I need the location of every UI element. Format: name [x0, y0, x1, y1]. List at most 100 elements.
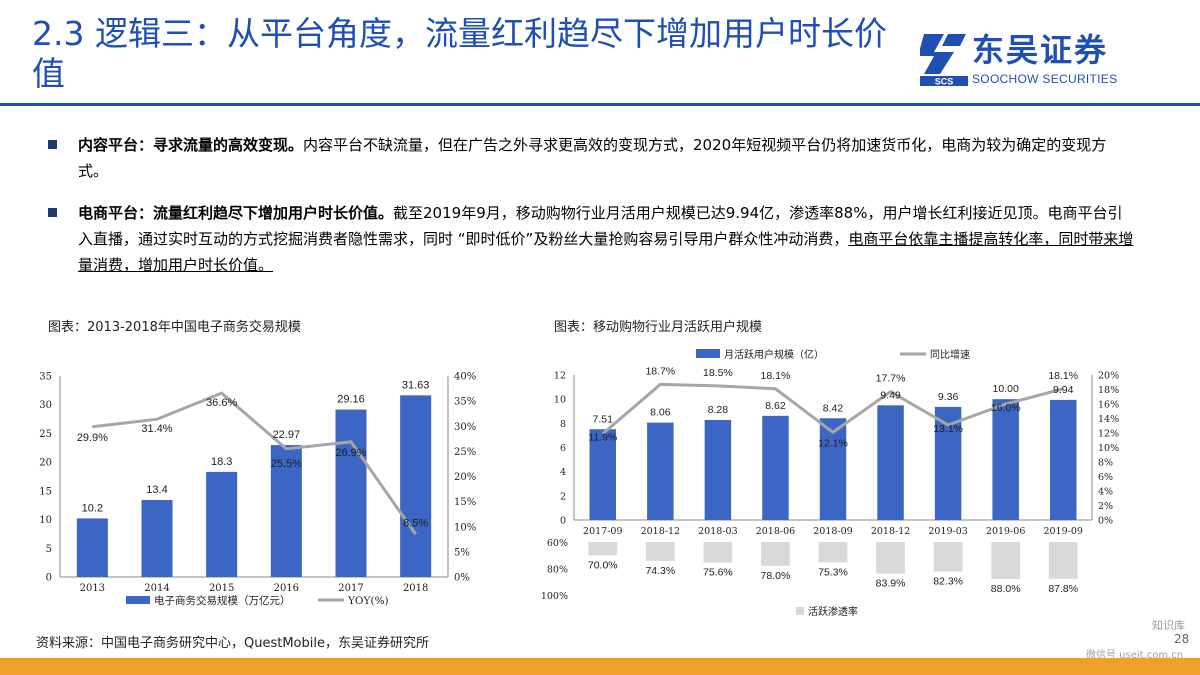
penetration-bar	[703, 542, 733, 563]
mobile-shopping-mau-chart: 0 2 4 6 8 10 12 0% 2% 4% 6% 8% 10% 12% 14% 16% 18% 20% 201…	[541, 348, 1119, 618]
y2-tick-label: 20%	[1098, 371, 1119, 382]
bullet-content-platform: 内容平台：寻求流量的高效变现。内容平台不缺流量，但在广告之外寻求更高效的变现方式…	[46, 132, 1136, 184]
penetration-data-label: 70.0%	[588, 559, 618, 571]
line-data-label: 11.9%	[588, 432, 617, 444]
line-data-label: 17.7%	[876, 373, 906, 385]
right-chart-caption: 图表：移动购物行业月活跃用户规模	[554, 320, 763, 335]
line-data-label: 18.1%	[1048, 370, 1078, 382]
ecommerce-volume-chart: 0 5 10 15 20 25 30 35 0% 5% 10% 15% 20% 25% 30% 35% 40% 2…	[39, 372, 476, 608]
line-data-label: 31.4%	[141, 423, 172, 435]
bar-data-label: 7.51	[593, 413, 614, 425]
bullet-text: 内容平台不缺流量，但在广告之外寻求更高效的变现方式，2020年短视频平台仍将加速…	[78, 136, 1107, 180]
bar	[335, 409, 367, 577]
bullet-underlined-text: 电商平台依靠主播提高转化率，同时带来增量消费，增加用户时长价值。	[78, 230, 1134, 274]
line-data-label: 13.1%	[933, 423, 963, 435]
y-tick-label: 15	[39, 486, 52, 497]
bar	[1049, 399, 1077, 520]
brand-logo: SCS 东吴证券 SOOCHOW SECURITIES	[918, 30, 1170, 92]
left-chart-caption: 图表：2013-2018年中国电子商务交易规模	[48, 320, 301, 335]
bar	[206, 471, 238, 577]
line-data-label: 25.5%	[271, 458, 302, 470]
penetration-data-label: 83.9%	[876, 578, 906, 590]
y2-tick-label: 8%	[1098, 458, 1113, 469]
x-tick-label: 2018-12	[641, 526, 680, 537]
y2-tick-label: 2%	[1098, 501, 1113, 512]
y2-tick-label: 35%	[454, 397, 476, 408]
x-tick-label: 2014	[144, 583, 169, 594]
y2-tick-label: 15%	[454, 497, 476, 508]
legend-line-label: 同比增速	[930, 348, 970, 361]
penetration-bar	[761, 542, 790, 566]
bar-data-label: 9.94	[1053, 384, 1074, 396]
bar-data-label: 22.97	[273, 429, 301, 441]
bar-data-label: 9.36	[938, 391, 959, 403]
bullet-square-icon	[48, 208, 57, 217]
bar-data-label: 8.06	[650, 407, 671, 419]
page-number: 28	[1174, 632, 1190, 646]
y2-tick-label: 25%	[454, 447, 476, 458]
y-tick-label: 4	[560, 467, 566, 478]
bar-data-label: 13.4	[146, 484, 167, 496]
penetration-bar	[1048, 542, 1078, 579]
bullet-heading: 电商平台：流量红利趋尽下增加用户时长价值。	[78, 204, 394, 222]
bar-data-label: 18.3	[211, 456, 232, 468]
y-tick-label: 10	[39, 515, 52, 526]
y-tick-label: 20	[39, 458, 52, 469]
penetration-bar	[818, 542, 848, 563]
bullet-square-icon	[48, 140, 57, 149]
penetration-bar	[991, 542, 1021, 580]
y-tick-label: 30	[39, 400, 52, 411]
x-tick-label: 2018-12	[871, 526, 910, 537]
line-data-label: 26.9%	[335, 447, 366, 459]
bullet-list: 内容平台：寻求流量的高效变现。内容平台不缺流量，但在广告之外寻求更高效的变现方式…	[46, 132, 1136, 294]
x-tick-label: 2019-03	[928, 526, 967, 537]
yoy-line	[601, 382, 1064, 435]
y2-tick-label: 6%	[1098, 472, 1113, 483]
bar	[400, 395, 432, 577]
y-tick-label: 12	[554, 371, 566, 382]
legend-bar-label: 月活跃用户规模（亿）	[724, 348, 824, 361]
y2-tick-label: 20%	[454, 472, 476, 483]
penetration-tick-label: 80%	[547, 565, 568, 576]
penetration-data-label: 87.8%	[1048, 583, 1078, 595]
bar-data-label: 10.00	[993, 383, 1019, 395]
x-tick-label: 2018	[403, 583, 428, 594]
bar	[877, 405, 904, 520]
yoy-line	[92, 391, 417, 536]
logo-mark-icon: SCS	[918, 34, 968, 87]
x-tick-label: 2016	[274, 583, 299, 594]
y-tick-label: 25	[39, 429, 52, 440]
legend-line-label: YOY(%)	[347, 595, 389, 607]
line-data-label: 12.1%	[818, 437, 848, 449]
x-tick-label: 2019-06	[986, 526, 1025, 537]
bullet-heading: 内容平台：寻求流量的高效变现。	[78, 136, 304, 154]
y-tick-label: 0	[560, 516, 566, 527]
line-data-label: 8.5%	[403, 517, 428, 529]
y2-tick-label: 4%	[1098, 487, 1113, 498]
y-tick-label: 2	[560, 491, 566, 502]
bar	[270, 445, 302, 577]
x-tick-label: 2013	[80, 583, 105, 594]
y-tick-label: 6	[560, 443, 566, 454]
penetration-bar	[933, 542, 963, 572]
y2-tick-label: 14%	[1098, 414, 1119, 425]
legend-bar-label: 电子商务交易规模（万亿元）	[154, 594, 291, 607]
legend-penetration-label: 活跃渗透率	[808, 605, 858, 618]
bar	[141, 500, 173, 577]
header-divider	[0, 103, 1200, 106]
y2-tick-label: 10%	[454, 522, 476, 533]
x-tick-label: 2018-03	[698, 526, 737, 537]
y-tick-label: 5	[46, 544, 52, 555]
y2-tick-label: 10%	[1098, 443, 1119, 454]
penetration-data-label: 75.3%	[818, 566, 848, 578]
y-tick-label: 8	[560, 419, 566, 430]
y2-tick-label: 5%	[454, 547, 470, 558]
line-data-label: 18.7%	[645, 365, 675, 377]
bar	[762, 415, 789, 520]
bar	[647, 422, 674, 520]
penetration-bar	[588, 542, 618, 556]
x-tick-label: 2017-09	[583, 526, 622, 537]
y2-tick-label: 0%	[1098, 516, 1113, 527]
y2-tick-label: 40%	[454, 372, 476, 383]
data-source: 资料来源：中国电子商务研究中心，QuestMobile，东吴证券研究所	[36, 636, 429, 651]
